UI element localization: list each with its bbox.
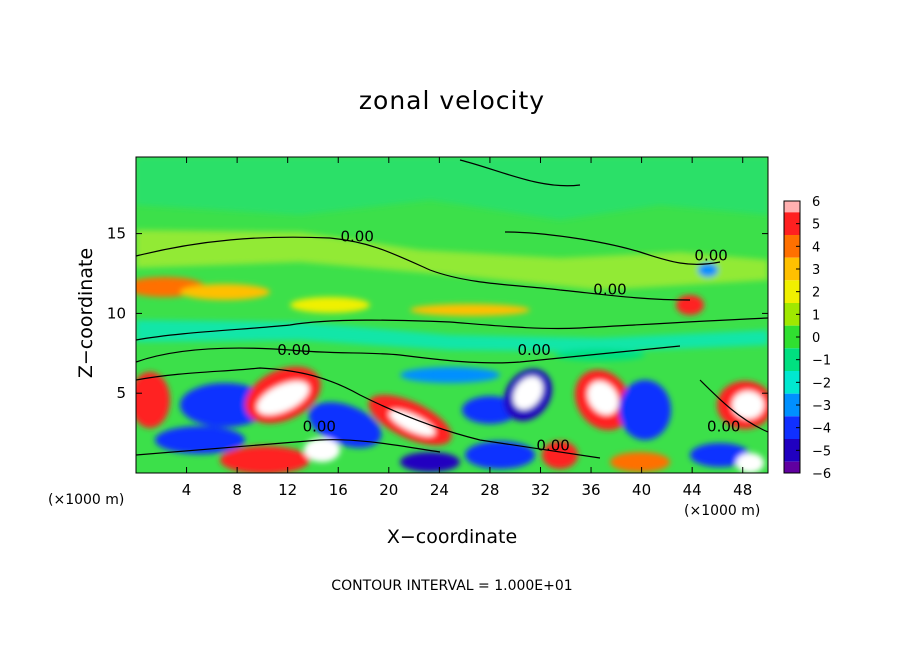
contour-label: 0.00 — [707, 418, 740, 436]
colorbar-tick-label: −3 — [812, 399, 831, 414]
colorbar-tick-label: 6 — [812, 195, 820, 210]
contour-label: 0.00 — [536, 437, 569, 455]
contour-line — [504, 231, 721, 265]
x-axis-label: X−coordinate — [386, 526, 518, 548]
colorbar-tick-label: −5 — [812, 444, 831, 459]
contour-line — [136, 236, 691, 301]
colorbar-swatch — [784, 280, 800, 303]
colorbar-tick-label: −4 — [812, 422, 831, 437]
colorbar-swatch — [784, 439, 800, 462]
colorbar-tick-label: 5 — [812, 218, 820, 233]
colorbar-tick-label: −6 — [812, 467, 831, 482]
x-tick-label: 28 — [480, 481, 499, 499]
colorbar-swatch — [784, 212, 800, 235]
plot-frame — [135, 156, 769, 474]
colorbar: 6 5 4 3 2 1 0 −1 −2 −3 −4 −5 −6 — [783, 195, 831, 482]
colorbar-tick-label: 4 — [812, 240, 820, 255]
contour-label: 0.00 — [694, 247, 727, 265]
field-features — [136, 157, 768, 473]
contour-line — [699, 379, 768, 433]
x-tick-label: 12 — [278, 481, 297, 499]
y-tick-label: 10 — [107, 304, 126, 322]
colorbar-swatch — [784, 393, 800, 417]
colorbar-tick-label: 2 — [812, 286, 820, 301]
colorbar-tick-label: 1 — [812, 308, 820, 323]
y-tick-label: 15 — [107, 225, 126, 243]
x-tick-label: 32 — [531, 481, 550, 499]
contour-line — [136, 317, 768, 341]
contour-line — [136, 345, 681, 364]
x-tick-label: 36 — [581, 481, 600, 499]
x-tick-label: 4 — [182, 481, 192, 499]
contour-label: 0.00 — [593, 280, 626, 298]
colorbar-swatch — [784, 371, 800, 394]
colorbar-swatch — [784, 461, 800, 473]
x-tick-label: 40 — [632, 481, 651, 499]
contour-line — [459, 159, 581, 187]
velocity-field — [136, 157, 768, 473]
contour-label: 0.00 — [340, 228, 373, 246]
contour-label: 0.00 — [517, 341, 550, 359]
colorbar-swatch — [784, 325, 800, 349]
x-tick-label: 24 — [430, 481, 449, 499]
colorbar-tick-label: 3 — [812, 263, 820, 278]
x-tick-label: 20 — [379, 481, 398, 499]
contour-interval-note: CONTOUR INTERVAL = 1.000E+01 — [331, 578, 573, 594]
colorbar-swatch — [784, 201, 800, 213]
colorbar-tick-label: −1 — [812, 354, 831, 369]
contour-line — [136, 439, 441, 456]
x-tick-label: 8 — [232, 481, 242, 499]
contour-label: 0.00 — [277, 341, 310, 359]
x-tick-label: 48 — [733, 481, 752, 499]
contour-line — [136, 367, 601, 459]
colorbar-swatch — [784, 303, 800, 326]
y-axis-label: Z−coordinate — [75, 247, 97, 379]
x-tick-label: 44 — [683, 481, 702, 499]
colorbar-tick-label: −2 — [812, 376, 831, 391]
x-unit-right: (×1000 m) — [684, 503, 761, 519]
contour-lines: 0.00 0.00 0.00 0.00 0.00 0.00 0.00 0.00 — [136, 159, 768, 459]
y-tick-label: 5 — [116, 384, 126, 402]
colorbar-tick-label: 0 — [812, 331, 820, 346]
colorbar-swatch — [784, 257, 800, 281]
chart-title: zonal velocity — [358, 86, 546, 115]
x-tick-label: 16 — [329, 481, 348, 499]
colorbar-swatch — [784, 348, 800, 371]
contour-label: 0.00 — [303, 418, 336, 436]
colorbar-swatch — [784, 235, 800, 258]
colorbar-swatch — [784, 416, 800, 439]
x-unit-left: (×1000 m) — [48, 492, 125, 508]
